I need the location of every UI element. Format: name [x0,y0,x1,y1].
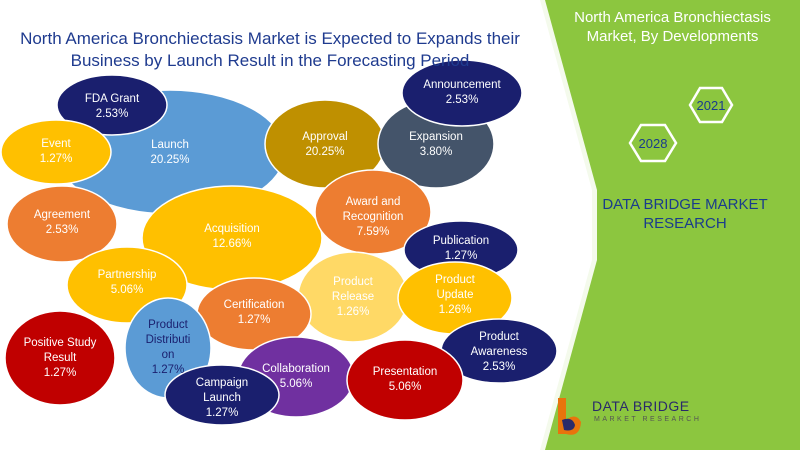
bubble-event [0,119,112,185]
panel-title: North America Bronchiectasis Market, By … [574,9,771,45]
bubble-award [314,169,432,255]
bubble-fda-grant [56,74,168,136]
page-title: North America Bronchiectasis Market is E… [20,29,520,70]
side-panel-curve [535,0,597,450]
bubbles-layer [0,59,558,426]
bubble-announcement [401,59,523,127]
bubble-campaign-launch [164,364,280,426]
bubble-agreement [6,185,118,263]
bubble-presentation [346,339,464,421]
bubble-product-release [297,251,409,343]
logo-tagline: MARKET RESEARCH [594,416,702,423]
logo-icon [558,398,581,435]
hexagon-2021 [688,86,734,124]
brand-text: DATA BRIDGE MARKET RESEARCH [602,196,768,232]
year-2028: 2028 [639,136,668,151]
hexagon-2028 [628,123,678,163]
logo-name: DATA BRIDGE [592,398,690,414]
bubble-positive-study [4,310,116,406]
side-panel [540,0,800,450]
year-2021: 2021 [697,98,726,113]
